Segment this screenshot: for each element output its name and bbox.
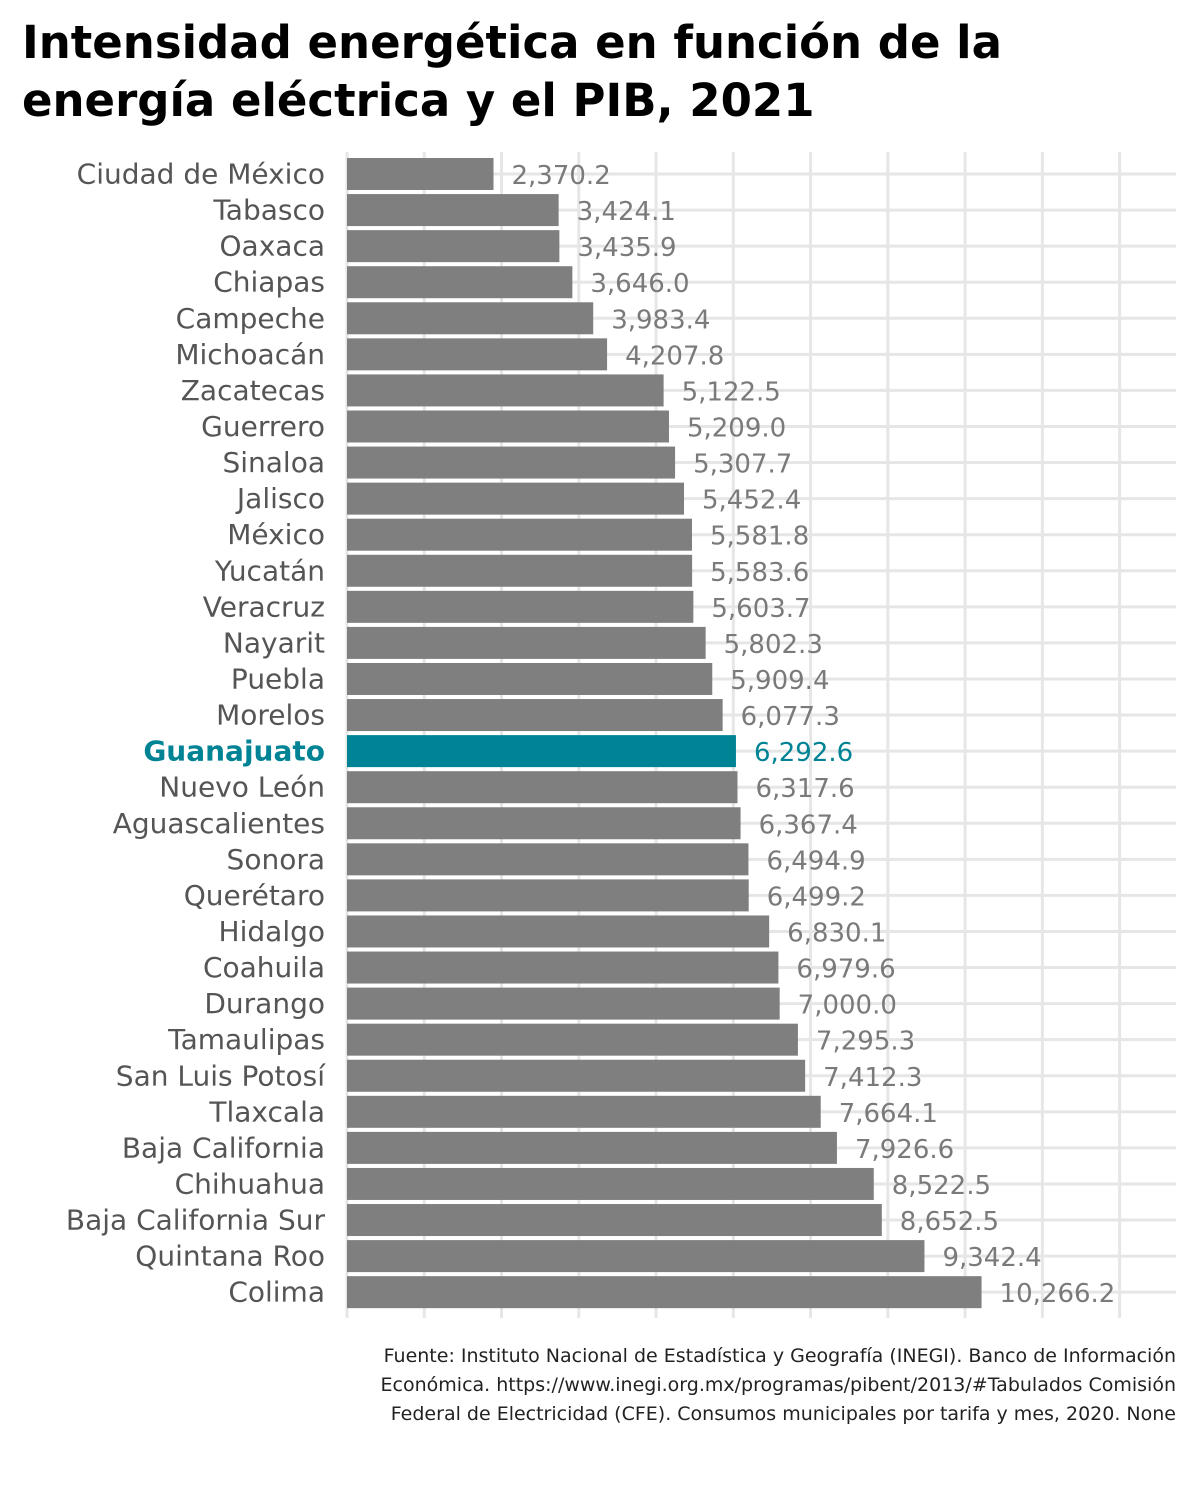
category-label: Quintana Roo: [135, 1240, 325, 1273]
value-label: 6,499.2: [767, 882, 866, 912]
value-label: 5,583.6: [710, 558, 809, 588]
value-label: 5,452.4: [702, 486, 801, 516]
category-label: Guanajuato: [143, 735, 325, 768]
category-label: Veracruz: [203, 590, 325, 623]
bar: [347, 1167, 874, 1200]
bar: [347, 302, 594, 335]
bar: [347, 662, 713, 695]
category-label: Nayarit: [223, 626, 325, 659]
value-label: 3,646.0: [590, 269, 689, 299]
value-label: 2,370.2: [512, 161, 611, 191]
category-label: Tlaxcala: [208, 1095, 325, 1128]
category-label: Sinaloa: [222, 446, 325, 479]
value-label: 6,979.6: [796, 955, 895, 985]
bar: [347, 266, 573, 299]
category-label: Chihuahua: [175, 1167, 325, 1200]
category-label: Campeche: [176, 302, 325, 335]
bar: [347, 1095, 821, 1128]
value-label: 8,522.5: [892, 1171, 991, 1201]
category-label: Tamaulipas: [167, 1023, 325, 1056]
category-label: Colima: [228, 1276, 325, 1309]
bar: [347, 554, 693, 587]
bar: [347, 1131, 837, 1164]
category-label: Querétaro: [184, 879, 325, 912]
category-label: Nuevo León: [159, 771, 325, 804]
chart-title: Intensidad energética en función de la e…: [22, 16, 1002, 127]
value-label: 7,000.0: [798, 991, 897, 1021]
bar: [347, 626, 706, 659]
value-label: 9,342.4: [942, 1243, 1041, 1273]
bar: [347, 951, 779, 984]
category-label: México: [227, 518, 325, 551]
category-label: Jalisco: [235, 482, 325, 515]
category-label: Morelos: [216, 699, 325, 732]
bar: [347, 518, 693, 551]
bar: [347, 482, 685, 515]
category-label: Aguascalientes: [113, 807, 325, 840]
value-label: 6,830.1: [787, 918, 886, 948]
value-label: 6,317.6: [755, 774, 854, 804]
category-label: Hidalgo: [219, 915, 325, 948]
value-label: 3,435.9: [577, 233, 676, 263]
bar: [347, 590, 694, 623]
value-label: 5,209.0: [687, 413, 786, 443]
value-label: 6,367.4: [759, 810, 858, 840]
category-label: Guerrero: [201, 410, 325, 443]
value-label: 10,266.2: [1000, 1279, 1116, 1309]
bar: [347, 338, 608, 371]
category-label: Oaxaca: [220, 230, 325, 263]
category-label: Yucatán: [214, 554, 325, 587]
bar: [347, 1023, 798, 1056]
value-label: 8,652.5: [900, 1207, 999, 1237]
value-label: 3,424.1: [577, 197, 676, 227]
bar: [347, 410, 669, 443]
source-note: Fuente: Instituto Nacional de Estadístic…: [380, 1345, 1176, 1425]
bar: [347, 230, 560, 263]
bar: [347, 843, 749, 876]
value-label: 7,412.3: [823, 1063, 922, 1093]
bar: [347, 374, 664, 407]
value-label: 5,802.3: [724, 630, 823, 660]
category-label: Michoacán: [175, 338, 325, 371]
category-label: Baja California Sur: [66, 1204, 326, 1237]
bar: [347, 807, 741, 840]
bar: [347, 771, 738, 804]
category-label: Tabasco: [212, 194, 325, 227]
bar: [347, 158, 494, 190]
value-label: 6,077.3: [741, 702, 840, 732]
bar: [347, 1204, 882, 1237]
value-label: 4,207.8: [625, 341, 724, 371]
category-label: Puebla: [231, 662, 325, 695]
value-label: 5,909.4: [730, 666, 829, 696]
value-label: 5,603.7: [711, 594, 810, 624]
category-label: Baja California: [122, 1131, 325, 1164]
category-label: San Luis Potosí: [116, 1059, 326, 1092]
value-label: 5,581.8: [710, 522, 809, 552]
value-label: 7,295.3: [816, 1027, 915, 1057]
bar: [347, 987, 780, 1020]
bar: [347, 699, 723, 732]
bar: [347, 879, 749, 912]
bar: [347, 1059, 806, 1092]
bar: [347, 1276, 982, 1309]
category-label: Chiapas: [213, 266, 325, 299]
bar: [347, 735, 736, 768]
bar: [347, 194, 559, 227]
bar: [347, 446, 676, 479]
bar: [347, 1240, 925, 1273]
category-label: Coahuila: [203, 951, 325, 984]
value-label: 5,307.7: [693, 450, 792, 480]
value-label: 6,292.6: [754, 738, 853, 768]
value-label: 7,664.1: [839, 1099, 938, 1129]
category-label: Zacatecas: [181, 374, 325, 407]
bar: [347, 915, 770, 948]
value-label: 3,983.4: [611, 305, 710, 335]
category-label: Durango: [204, 987, 325, 1020]
category-label: Sonora: [227, 843, 325, 876]
value-label: 5,122.5: [682, 377, 781, 407]
value-label: 7,926.6: [855, 1135, 954, 1165]
category-label: Ciudad de México: [77, 158, 325, 191]
value-label: 6,494.9: [766, 846, 865, 876]
